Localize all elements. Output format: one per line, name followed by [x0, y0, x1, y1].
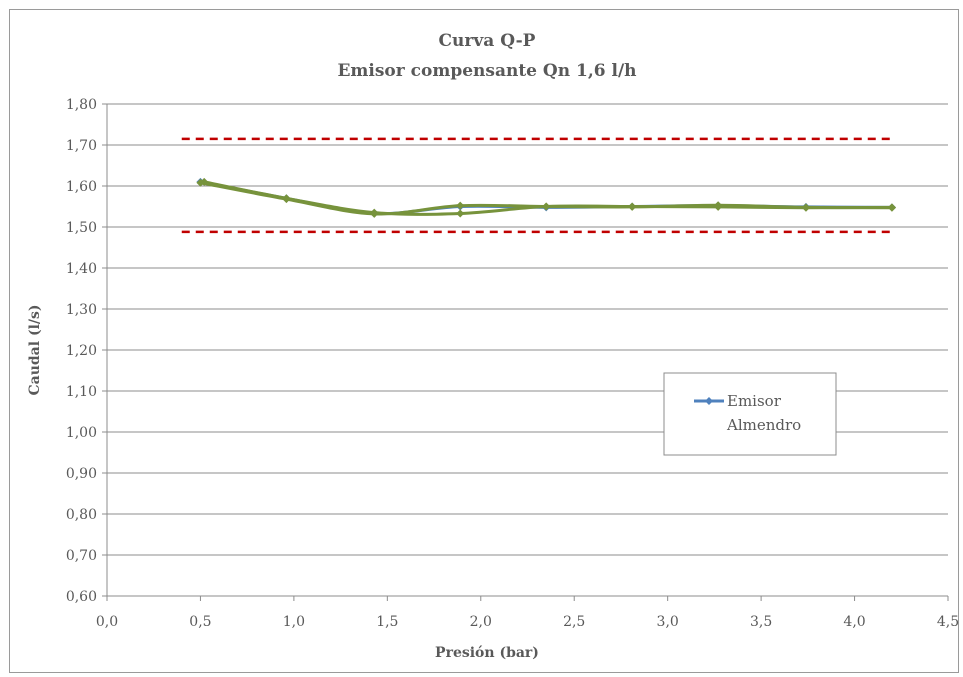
legend-box — [663, 372, 837, 456]
y-tick-label-11: 1,70 — [66, 138, 97, 154]
y-tick-label-1: 0,70 — [66, 548, 97, 564]
x-tick-label-7: 3,5 — [750, 614, 772, 630]
y-tick-label-0: 0,60 — [66, 589, 97, 605]
legend-label-line1: Emisor — [727, 392, 782, 410]
chart-subtitle: Emisor compensante Qn 1,6 l/h — [337, 61, 636, 81]
series-2-point-0 — [196, 178, 205, 187]
series-1-point-3 — [456, 209, 465, 218]
y-tick-label-7: 1,30 — [66, 302, 97, 318]
chart-frame — [9, 9, 959, 673]
y-tick-label-9: 1,50 — [66, 220, 97, 236]
y-tick-label-8: 1,40 — [66, 261, 97, 277]
y-tick-label-2: 0,80 — [66, 507, 97, 523]
series-2-point-3 — [456, 201, 465, 210]
x-tick-label-9: 4,5 — [937, 614, 959, 630]
x-tick-label-0: 0,0 — [96, 614, 118, 630]
x-tick-label-3: 1,5 — [376, 614, 398, 630]
series-2-point-5 — [628, 202, 637, 211]
chart-title: Curva Q-P — [439, 31, 536, 51]
legend-marker-swatch — [705, 397, 713, 405]
series-2-point-6 — [714, 201, 723, 210]
y-axis-label: Caudal (l/s) — [27, 304, 43, 395]
y-tick-label-5: 1,10 — [66, 384, 97, 400]
x-tick-label-8: 4,0 — [843, 614, 865, 630]
series-2-point-2 — [370, 209, 379, 218]
series-1-line — [202, 180, 894, 216]
x-tick-label-4: 2,0 — [470, 614, 492, 630]
y-tick-label-10: 1,60 — [66, 179, 97, 195]
x-tick-label-2: 1,0 — [283, 614, 305, 630]
x-axis-label: Presión (bar) — [435, 645, 539, 661]
reference-lines — [181, 137, 892, 234]
series-2-point-7 — [801, 203, 810, 212]
series-2-point-1 — [282, 195, 291, 204]
y-tick-label-4: 1,00 — [66, 425, 97, 441]
series-2-point-4 — [542, 202, 551, 211]
grid-lines — [102, 103, 949, 601]
y-tick-label-12: 1,80 — [66, 97, 97, 113]
x-tick-label-6: 3,0 — [657, 614, 679, 630]
series-group — [196, 177, 896, 218]
series-2-point-8 — [887, 203, 896, 212]
y-tick-label-6: 1,20 — [66, 343, 97, 359]
legend-label-line2: Almendro — [726, 416, 801, 434]
x-tick-labels: 0,0 0,5 1,0 1,5 2,0 2,5 3,0 3,5 4,0 4,5 — [96, 614, 959, 630]
y-tick-labels: 0,60 0,70 0,80 0,90 1,00 1,10 1,20 1,30 1,40 1,50… — [66, 97, 97, 605]
y-tick-label-3: 0,90 — [66, 466, 97, 482]
legend: Emisor Almendro — [663, 372, 837, 456]
x-tick-label-1: 0,5 — [189, 614, 211, 630]
x-tick-label-5: 2,5 — [563, 614, 585, 630]
